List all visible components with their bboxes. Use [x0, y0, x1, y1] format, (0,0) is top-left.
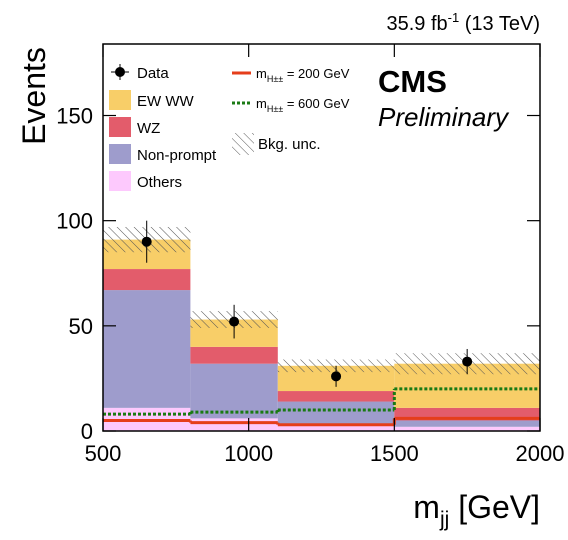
- lumi-energy: (13 TeV): [459, 13, 540, 35]
- legend-label: WZ: [137, 120, 160, 137]
- x-tick-label: 500: [85, 441, 122, 466]
- lumi-label: 35.9 fb-1 (13 TeV): [386, 10, 540, 35]
- stack-segment: [277, 391, 395, 402]
- legend-swatch: [109, 144, 131, 164]
- y-tick-label: 100: [56, 209, 93, 234]
- legend-label-part: = 600 GeV: [283, 96, 349, 111]
- legend-label: Bkg. unc.: [258, 136, 321, 153]
- y-tick-label: 50: [69, 314, 93, 339]
- data-point: [229, 316, 240, 327]
- legend-data-marker: [115, 67, 125, 77]
- y-tick-label: 150: [56, 104, 93, 129]
- data-point: [331, 371, 342, 382]
- y-tick-label: 0: [81, 419, 93, 444]
- x-tick-label: 1500: [370, 441, 419, 466]
- x-tick-label: 1000: [224, 441, 273, 466]
- stack-segment: [190, 418, 278, 431]
- lumi-text: 35.9 fb: [386, 13, 447, 35]
- stack-segment: [277, 401, 395, 425]
- legend-label-part: m: [256, 66, 267, 81]
- legend-swatch: [109, 117, 131, 137]
- x-label-main: m: [413, 489, 440, 525]
- legend-label: EW WW: [137, 93, 194, 110]
- status: Preliminary: [378, 102, 510, 132]
- legend-label: Data: [137, 65, 169, 82]
- data-point: [462, 356, 473, 367]
- y-axis-label: Events: [16, 47, 52, 145]
- frame: [102, 43, 541, 432]
- stack-segment: [103, 290, 191, 408]
- legend-swatch: [109, 171, 131, 191]
- data-point: [141, 236, 152, 247]
- stack-segment: [277, 424, 395, 431]
- legend-label-part: m: [256, 96, 267, 111]
- stack-segment: [190, 346, 278, 364]
- x-label-sub: jj: [439, 508, 449, 531]
- x-label-unit: [GeV]: [449, 489, 540, 525]
- plot-area: [103, 220, 540, 431]
- legend-label-part: = 200 GeV: [283, 66, 349, 81]
- legend-label-part: H±±: [267, 104, 283, 114]
- x-tick-label: 2000: [516, 441, 565, 466]
- legend-label: mH±± = 200 GeV: [256, 66, 350, 84]
- legend-label: Non-prompt: [137, 147, 217, 164]
- legend-label: Others: [137, 174, 182, 191]
- experiment: CMS: [378, 64, 447, 99]
- legend-swatch: [232, 133, 254, 155]
- legend-label-part: H±±: [267, 74, 283, 84]
- x-axis-label: mjj [GeV]: [413, 489, 540, 531]
- legend-swatch: [109, 90, 131, 110]
- stack-segment: [394, 420, 540, 427]
- stack-segment: [103, 269, 191, 291]
- legend-label: mH±± = 600 GeV: [256, 96, 350, 114]
- lumi-exponent: -1: [448, 10, 460, 25]
- stack-segment: [190, 363, 278, 419]
- stack-segment: [394, 426, 540, 431]
